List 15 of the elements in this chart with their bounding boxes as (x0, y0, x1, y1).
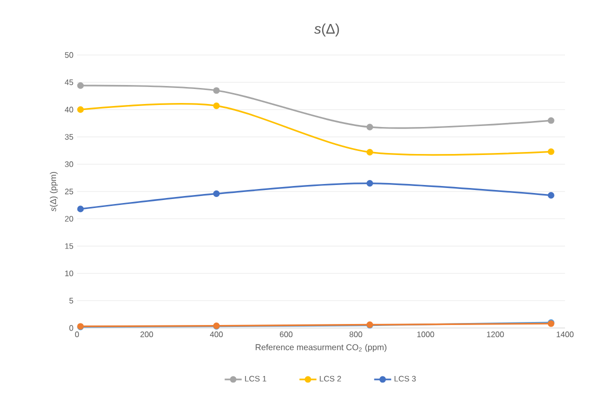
point (77, 106, 84, 113)
point (548, 117, 554, 124)
chart-title: s(Δ) (314, 23, 339, 36)
point (77, 206, 84, 212)
point (77, 82, 84, 89)
point (548, 192, 554, 199)
point (213, 190, 220, 197)
point (366, 124, 374, 130)
y-axis-title: s(Δ) (ppm) (50, 172, 58, 212)
point (213, 87, 220, 94)
point (548, 148, 554, 155)
x-axis-title: Reference measurment CO$_{2}$ (ppm) (256, 344, 386, 352)
point (366, 148, 374, 156)
point (213, 102, 220, 110)
point (366, 180, 374, 187)
